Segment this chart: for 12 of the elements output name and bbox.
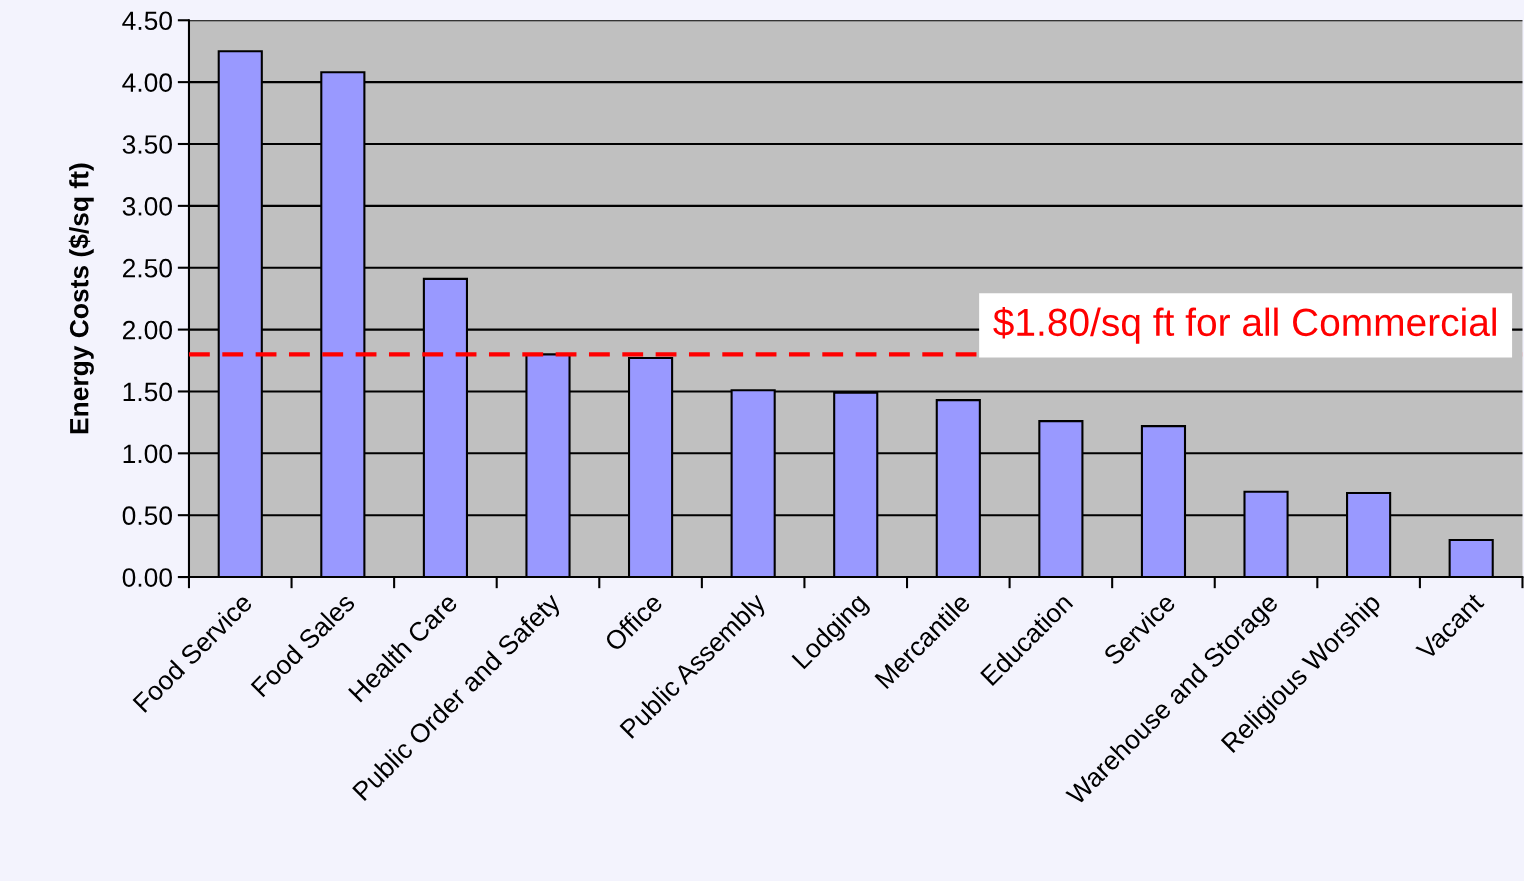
y-tick-label: 2.00 xyxy=(122,320,172,340)
y-axis-title: Energy Costs ($/sq ft) xyxy=(68,163,94,434)
y-tick-label: 1.00 xyxy=(123,444,172,464)
y-tick-label: 0.00 xyxy=(122,568,172,587)
y-tick-label: 2.50 xyxy=(122,258,172,278)
y-tick-label: 3.50 xyxy=(122,135,172,154)
y-tick-label: 0.50 xyxy=(122,506,172,526)
y-tick-label: 1.50 xyxy=(123,382,172,402)
y-tick-label: 4.50 xyxy=(122,11,172,31)
ref-line-label: $1.80/sq ft for all Commercial xyxy=(993,306,1496,344)
y-tick-label: 4.00 xyxy=(122,73,172,92)
y-tick-label: 3.00 xyxy=(122,197,172,216)
